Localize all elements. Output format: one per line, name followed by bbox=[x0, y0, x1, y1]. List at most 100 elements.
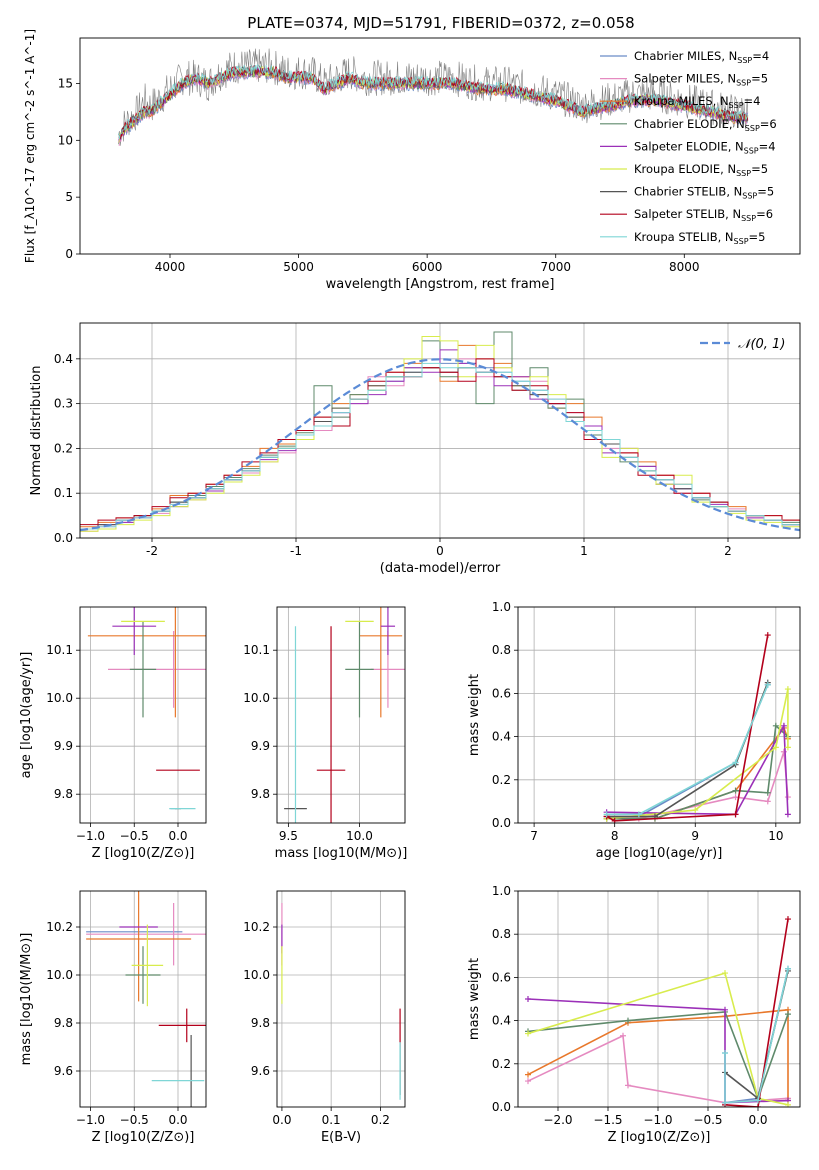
y-tick-label-1: 0.1 bbox=[54, 486, 73, 500]
x-tick-label-3: 7000 bbox=[540, 260, 571, 274]
y-tick-label-0: 0 bbox=[65, 247, 73, 261]
massweight_vs_age-frame bbox=[517, 606, 801, 824]
mass-weight-vs-metallicity-panel: −2.0 −1.5 −1.0 −0.5 0.0 0.0 0.2 0.4 0.6 0.8 1.0 Z [… bbox=[467, 884, 801, 1145]
mass-weight-line-8 bbox=[724, 968, 789, 1104]
legend-label-7: Salpeter STELIB, NSSP=6 bbox=[634, 207, 773, 223]
massweight_vs_Z-frame bbox=[517, 890, 801, 1108]
x-tick-label-3: −0.5 bbox=[693, 1113, 722, 1127]
legend-label-0: Chabrier MILES, NSSP=4 bbox=[634, 49, 769, 65]
y-tick-label-3: 10.2 bbox=[46, 920, 73, 934]
x-tick-label-1: 5000 bbox=[283, 260, 314, 274]
mass-weight-marker-8-3 bbox=[785, 965, 791, 972]
mass-weight-marker-3-1 bbox=[625, 1017, 631, 1024]
x-tick-label-0: −1.0 bbox=[76, 829, 105, 843]
mass-weight-marker-1-3 bbox=[764, 798, 771, 805]
y-tick-label-2: 10.0 bbox=[46, 968, 73, 982]
y-tick-label-2: 10.0 bbox=[46, 691, 73, 705]
age_vs_Z-frame bbox=[79, 606, 207, 824]
x-tick-label-2: −1.0 bbox=[643, 1113, 672, 1127]
massweight_vs_Z-y-label: mass weight bbox=[467, 958, 482, 1040]
mass-weight-marker-3-4 bbox=[772, 722, 779, 729]
mass-weight-marker-8-0 bbox=[603, 811, 610, 818]
residuals-marks bbox=[80, 331, 800, 538]
mass_vs_Z-marks bbox=[86, 891, 206, 1107]
y-tick-label-3: 10.2 bbox=[243, 920, 270, 934]
error-point-2 bbox=[87, 607, 206, 718]
y-tick-label-2: 0.4 bbox=[492, 730, 511, 744]
x-tick-label-0: 4000 bbox=[155, 260, 186, 274]
mass-weight-line-7 bbox=[724, 918, 789, 1107]
y-tick-label-1: 9.9 bbox=[251, 739, 270, 753]
error-point-1 bbox=[86, 903, 206, 966]
x-tick-label-1: 10.0 bbox=[346, 829, 373, 843]
error-point-2 bbox=[86, 891, 192, 1002]
mass-weight-marker-8-0 bbox=[722, 1050, 728, 1056]
mass-weight-marker-1-4 bbox=[780, 748, 787, 755]
y-tick-label-4: 0.8 bbox=[492, 643, 511, 657]
mass_vs_ebv-frame bbox=[276, 890, 406, 1108]
mass-vs-metallicity-panel: −1.0 −0.5 0.0 9.6 9.8 10.0 10.2 Z [log10(Z/Z⊙)]… bbox=[19, 890, 207, 1145]
mass-weight-line-7 bbox=[606, 634, 769, 822]
y-tick-label-0: 0.0 bbox=[492, 1100, 511, 1114]
x-tick-label-1: -1 bbox=[290, 544, 302, 558]
y-tick-label-5: 1.0 bbox=[492, 884, 511, 898]
residuals-panel: -2 -1 0 1 2 0.0 0.1 0.2 0.3 0.4 (data-model)/error… bbox=[29, 322, 801, 576]
legend-gaussian-label: 𝒩(0, 1) bbox=[738, 337, 785, 352]
y-tick-label-2: 10 bbox=[58, 133, 73, 147]
mass-weight-marker-7-1 bbox=[755, 1104, 761, 1107]
y-tick-label-2: 10.0 bbox=[243, 691, 270, 705]
y-tick-label-1: 9.9 bbox=[54, 739, 73, 753]
y-tick-label-3: 0.6 bbox=[492, 686, 511, 700]
x-tick-label-2: 6000 bbox=[412, 260, 443, 274]
y-tick-label-2: 0.2 bbox=[54, 441, 73, 455]
mass-weight-marker-5-0 bbox=[525, 1030, 531, 1037]
model-spectrum-line-8 bbox=[118, 64, 749, 139]
legend-label-6: Chabrier STELIB, NSSP=5 bbox=[634, 185, 774, 201]
y-tick-label-3: 15 bbox=[58, 76, 73, 90]
mass-weight-marker-7-3 bbox=[764, 632, 771, 639]
error-point-3 bbox=[129, 621, 157, 718]
mass-weight-marker-5-1 bbox=[692, 807, 699, 814]
y-tick-label-0: 9.6 bbox=[251, 1064, 270, 1078]
observed-spectrum-line bbox=[118, 48, 749, 146]
mass-weight-marker-3-4 bbox=[785, 1011, 791, 1018]
mass-weight-marker-8-2 bbox=[732, 759, 739, 766]
y-tick-label-3: 10.1 bbox=[46, 643, 73, 657]
x-tick-label-1: 8 bbox=[611, 829, 619, 843]
y-tick-label-5: 1.0 bbox=[492, 600, 511, 614]
x-tick-label-4: 2 bbox=[724, 544, 732, 558]
x-tick-label-0: 7 bbox=[530, 829, 538, 843]
residuals-frame bbox=[79, 322, 801, 539]
mass-weight-marker-5-4 bbox=[784, 744, 791, 751]
mass-weight-line-4 bbox=[606, 722, 789, 816]
mass-weight-marker-1-0 bbox=[525, 1078, 531, 1085]
x-tick-label-2: 0.2 bbox=[371, 1113, 390, 1127]
model-spectrum-line-3 bbox=[118, 67, 749, 145]
y-tick-label-0: 0.0 bbox=[492, 816, 511, 830]
legend-label-3: Chabrier ELODIE, NSSP=6 bbox=[634, 117, 777, 133]
spectrum-legend: Chabrier MILES, NSSP=4 Salpeter MILES, NS… bbox=[600, 49, 777, 246]
mass-weight-marker-5-1 bbox=[722, 970, 728, 977]
y-tick-label-3: 0.3 bbox=[54, 397, 73, 411]
age-vs-mass-panel: 9.5 10.0 9.8 9.9 10.0 10.1 mass [log10(M/M⊙)] bbox=[243, 606, 407, 861]
age_vs_Z-y-label: age [log10(age/yr)] bbox=[19, 652, 34, 779]
spectrum-y-label: Flux [f_λ10^-17 erg cm^-2 s^-1 A^-1] bbox=[23, 29, 37, 263]
gaussian-curve bbox=[80, 358, 800, 532]
massweight_vs_age-x-label: age [log10(age/yr)] bbox=[596, 846, 723, 861]
histogram-8 bbox=[80, 362, 800, 538]
x-tick-label-0: -2 bbox=[146, 544, 158, 558]
mass_vs_ebv-x-label: E(B-V) bbox=[321, 1130, 361, 1145]
mass-weight-line-3 bbox=[606, 724, 789, 820]
figure-title: PLATE=0374, MJD=51791, FIBERID=0372, z=0… bbox=[247, 14, 634, 32]
massweight_vs_Z-marks bbox=[525, 916, 791, 1107]
legend-label-8: Kroupa STELIB, NSSP=5 bbox=[634, 230, 765, 246]
spectrum-marks bbox=[118, 48, 749, 146]
mass-weight-marker-4-2 bbox=[780, 722, 787, 729]
mass-weight-line-5 bbox=[527, 972, 789, 1106]
x-tick-label-2: 9 bbox=[691, 829, 699, 843]
x-tick-label-1: −0.5 bbox=[120, 829, 149, 843]
y-tick-label-0: 0.0 bbox=[54, 531, 73, 545]
mass-weight-marker-7-2 bbox=[732, 811, 739, 818]
mass-weight-marker-7-2 bbox=[785, 916, 791, 923]
